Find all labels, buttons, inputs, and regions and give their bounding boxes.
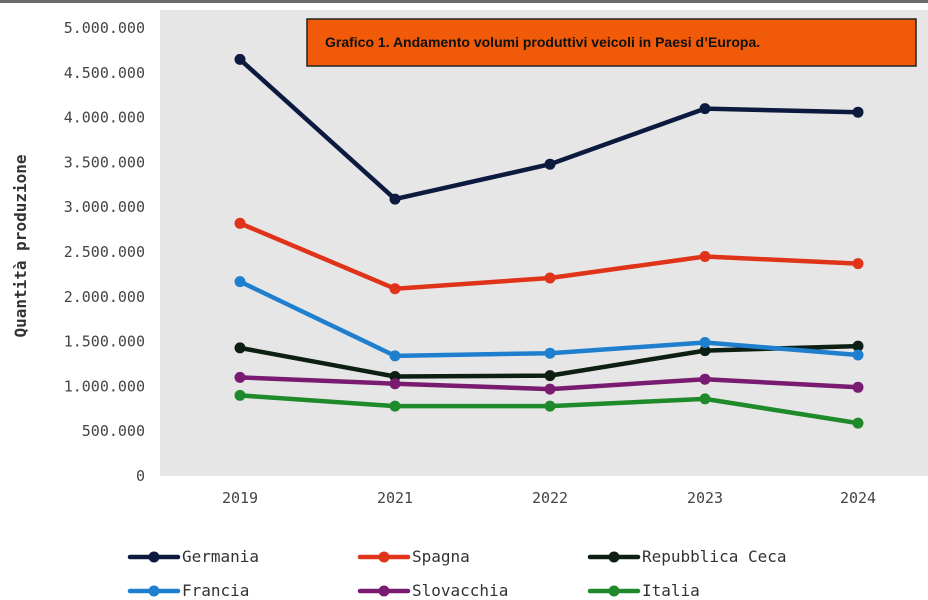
data-point [852, 349, 864, 361]
y-tick-label: 3.500.000 [64, 153, 145, 171]
legend-item: Repubblica Ceca [587, 547, 787, 566]
legend-label: Italia [642, 581, 700, 600]
legend-item: Francia [127, 581, 249, 600]
legend-label: Slovacchia [412, 581, 508, 600]
y-tick-label: 2.500.000 [64, 243, 145, 261]
data-point [389, 400, 401, 412]
y-tick-label: 1.000.000 [64, 377, 145, 395]
data-point [699, 393, 711, 405]
data-point [544, 400, 556, 412]
legend-swatch-marker [608, 585, 620, 597]
y-tick-label: 5.000.000 [64, 19, 145, 37]
data-point [699, 251, 711, 262]
x-axis: 2019 2021 2022 2023 2024 [222, 489, 876, 507]
data-point [389, 350, 401, 362]
y-tick-label: 1.500.000 [64, 333, 145, 351]
top-border [0, 0, 928, 3]
legend-swatch-marker [378, 551, 390, 563]
data-point [234, 342, 246, 354]
legend-item: Spagna [357, 547, 470, 566]
y-tick-label: 2.000.000 [64, 288, 145, 306]
y-tick-label: 3.000.000 [64, 198, 145, 216]
data-point [234, 53, 246, 65]
series-germania [234, 53, 864, 205]
legend-swatch-marker [378, 585, 390, 597]
x-tick-label: 2023 [687, 489, 723, 507]
x-tick-label: 2021 [377, 489, 413, 507]
x-tick-label: 2024 [840, 489, 876, 507]
x-tick-label: 2022 [532, 489, 568, 507]
series-francia [234, 276, 864, 362]
data-point [852, 106, 864, 118]
data-point [544, 158, 556, 170]
data-point [544, 272, 556, 284]
data-point [544, 383, 556, 395]
legend-swatch-marker [148, 585, 160, 597]
legend-item: Germania [127, 547, 259, 566]
y-tick-label: 4.500.000 [64, 64, 145, 82]
data-point [389, 193, 401, 205]
y-tick-label: 4.000.000 [64, 109, 145, 127]
y-tick-label: 0 [136, 467, 145, 485]
data-point [234, 371, 246, 383]
data-point [852, 340, 864, 352]
legend-item: Slovacchia [357, 581, 508, 600]
data-point [699, 373, 711, 385]
series-slovacchia [234, 371, 864, 395]
series-spagna [234, 217, 864, 295]
series-repubblica-ceca [234, 340, 864, 382]
data-point [389, 283, 401, 295]
data-point [852, 258, 864, 270]
legend-label: Repubblica Ceca [642, 547, 787, 566]
data-point [699, 103, 711, 115]
y-axis: 0 500.000 1.000.000 1.500.000 2.000.000 2.500… [64, 19, 145, 485]
legend-label: Germania [182, 547, 259, 566]
y-axis-title: Quantità produzione [11, 154, 30, 337]
chart-title: Grafico 1. Andamento volumi produttivi v… [325, 34, 760, 50]
legend-item: Italia [587, 581, 700, 600]
data-point [389, 378, 401, 390]
legend-swatch-marker [608, 551, 620, 563]
legend-label: Spagna [412, 547, 470, 566]
legend-swatch-marker [148, 551, 160, 563]
data-point [544, 347, 556, 359]
chart-title-box: Grafico 1. Andamento volumi produttivi v… [306, 18, 917, 67]
data-point [544, 370, 556, 382]
data-point [699, 337, 711, 348]
data-point [234, 217, 246, 229]
data-point [852, 417, 864, 429]
y-tick-label: 500.000 [82, 422, 145, 440]
x-tick-label: 2019 [222, 489, 258, 507]
legend: Germania Spagna Repubblica Ceca Francia Slov… [127, 547, 787, 600]
series-italia [234, 389, 864, 429]
chart-title-background [306, 18, 917, 67]
data-point [234, 389, 246, 401]
data-point [852, 381, 864, 393]
series-layer [234, 53, 864, 429]
legend-label: Francia [182, 581, 249, 600]
data-point [699, 345, 711, 357]
data-point [234, 276, 246, 288]
